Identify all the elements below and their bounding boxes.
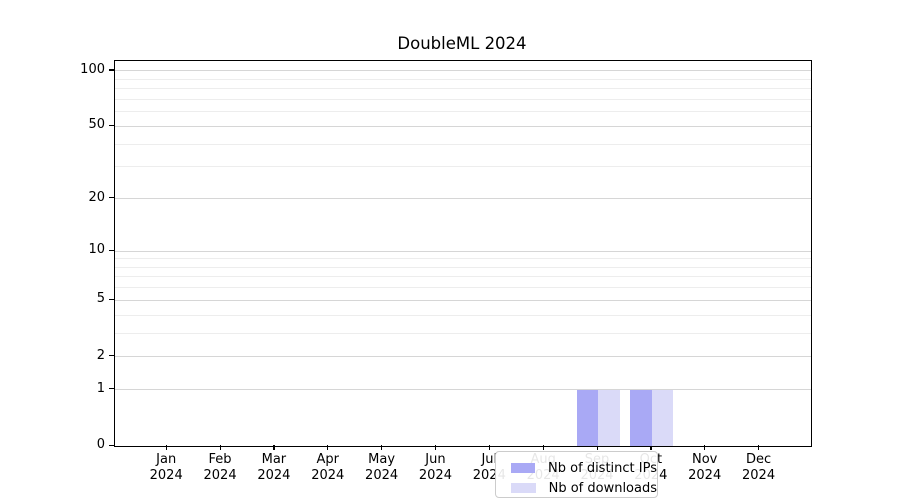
x-tick-month: Jun	[425, 452, 446, 467]
x-tick-label: May 2024	[354, 452, 410, 484]
major-gridline	[115, 389, 811, 391]
major-gridline	[115, 356, 811, 358]
minor-gridline	[115, 332, 811, 334]
x-tick-year: 2024	[365, 468, 399, 483]
x-tick-year: 2024	[203, 468, 237, 483]
x-tick-label: Mar 2024	[246, 452, 302, 484]
major-gridline	[115, 70, 811, 72]
major-gridline	[115, 125, 811, 127]
y-tick-mark	[109, 388, 114, 390]
bar-distinct-ips-oct	[630, 389, 652, 446]
y-tick-label: 100	[80, 61, 105, 77]
bar-downloads-oct	[651, 389, 674, 446]
x-tick-mark	[488, 445, 490, 450]
y-tick-mark	[109, 355, 114, 357]
legend-swatch-downloads	[511, 483, 536, 493]
y-tick-mark	[109, 249, 114, 251]
x-tick-label: Feb 2024	[192, 452, 248, 484]
minor-gridline	[115, 111, 811, 113]
minor-gridline	[115, 276, 811, 278]
minor-gridline	[115, 78, 811, 80]
chart-title: DoubleML 2024	[397, 34, 527, 53]
x-tick-mark	[165, 445, 167, 450]
x-tick-mark	[273, 445, 275, 450]
x-tick-mark	[542, 445, 544, 450]
bar-distinct-ips-sep	[576, 389, 598, 446]
plot-area: Nb of distinct IPs Nb of downloads	[114, 60, 812, 498]
x-tick-year: 2024	[149, 468, 183, 483]
x-tick-year: 2024	[418, 468, 452, 483]
x-tick-label: Jun 2024	[407, 452, 463, 484]
x-tick-mark	[381, 445, 383, 450]
bar-downloads-sep	[598, 389, 620, 446]
legend-item-distinct-ips: Nb of distinct IPs	[511, 458, 657, 478]
minor-gridline	[115, 143, 811, 145]
x-tick-month: May	[368, 452, 396, 467]
minor-gridline	[115, 166, 811, 168]
y-tick-label: 2	[96, 347, 105, 363]
x-tick-year: 2024	[688, 468, 722, 483]
x-tick-month: Jul	[481, 452, 498, 467]
y-tick-label: 1	[96, 380, 105, 396]
x-tick-month: Apr	[316, 452, 340, 467]
y-tick-mark	[109, 124, 114, 127]
minor-gridline	[115, 98, 811, 100]
x-tick-label: Nov 2024	[677, 452, 733, 484]
x-tick-year: 2024	[257, 468, 291, 483]
y-tick-label: 50	[88, 117, 105, 133]
y-tick-label: 20	[88, 189, 105, 205]
minor-gridline	[115, 287, 811, 289]
x-tick-mark	[219, 445, 221, 450]
y-tick-label: 10	[88, 242, 105, 258]
x-tick-mark	[704, 445, 706, 450]
x-tick-label: Apr 2024	[300, 452, 356, 484]
x-tick-mark	[650, 445, 652, 450]
legend-label-distinct-ips: Nb of distinct IPs	[548, 460, 657, 476]
x-tick-label: Jan 2024	[138, 452, 194, 484]
legend: Nb of distinct IPs Nb of downloads	[495, 451, 658, 498]
legend-item-downloads: Nb of downloads	[511, 478, 657, 498]
y-tick-mark	[109, 69, 114, 71]
legend-swatch-distinct-ips	[511, 463, 536, 473]
x-tick-year: 2024	[742, 468, 776, 483]
x-tick-month: Jan	[156, 452, 177, 467]
major-gridline	[115, 250, 811, 252]
x-tick-month: Feb	[208, 452, 232, 467]
minor-gridline	[115, 314, 811, 316]
major-gridline	[115, 198, 811, 199]
x-tick-year: 2024	[311, 468, 345, 483]
y-tick-mark	[109, 298, 114, 301]
x-tick-mark	[434, 445, 437, 450]
x-tick-label: Dec 2024	[731, 452, 787, 484]
minor-gridline	[115, 258, 811, 260]
x-tick-mark	[758, 445, 760, 450]
y-tick-mark	[109, 197, 114, 199]
y-tick-mark	[109, 444, 114, 446]
x-tick-month: Nov	[692, 452, 718, 467]
y-tick-label: 0	[96, 437, 105, 452]
x-tick-mark	[596, 445, 598, 450]
major-gridline	[115, 299, 811, 301]
x-tick-month: Dec	[745, 452, 772, 467]
legend-label-downloads: Nb of downloads	[548, 480, 657, 496]
minor-gridline	[115, 266, 811, 268]
x-tick-mark	[327, 445, 329, 450]
x-tick-month: Mar	[261, 452, 287, 467]
y-tick-label: 5	[96, 291, 105, 307]
minor-gridline	[115, 88, 811, 90]
